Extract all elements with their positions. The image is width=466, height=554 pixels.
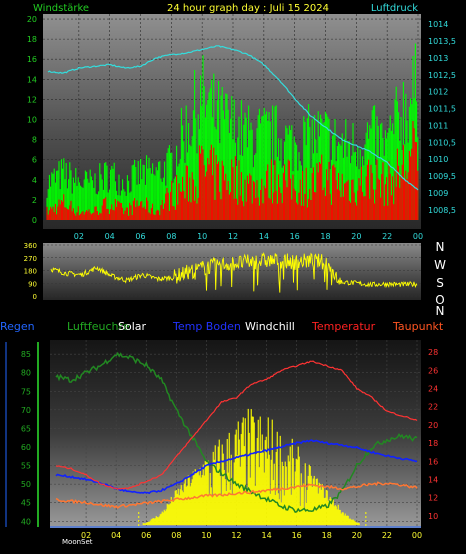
wind-tick-label: 4 bbox=[32, 176, 37, 185]
direction-tick-label: 0 bbox=[33, 293, 37, 301]
temperature-tick-label: 10 bbox=[428, 512, 438, 521]
humidity-line bbox=[55, 351, 418, 513]
direction-label-n-top: N bbox=[436, 240, 445, 254]
temperature-tick-label: 14 bbox=[428, 476, 438, 485]
pressure-tick-label: 1013 bbox=[428, 54, 448, 63]
direction-tick-label: 360 bbox=[24, 242, 37, 250]
temperature-tick-label: 24 bbox=[428, 385, 438, 394]
temperature-tick-label: 26 bbox=[428, 366, 438, 375]
humidity-tick-label: 80 bbox=[21, 369, 31, 378]
wind-tick-label: 8 bbox=[32, 136, 37, 145]
humidity-tick-label: 55 bbox=[21, 462, 31, 471]
legend-temp-boden: Temp Boden bbox=[172, 320, 241, 333]
pressure-tick-label: 1012,5 bbox=[428, 71, 456, 80]
wind-tick-label: 14 bbox=[27, 75, 37, 84]
wind-tick-label: 18 bbox=[27, 35, 37, 44]
climate-x-tick-label: 14 bbox=[261, 531, 271, 540]
climate-x-tick-label: 04 bbox=[111, 531, 121, 540]
climate-x-tick-label: 06 bbox=[141, 531, 151, 540]
wind-tick-label: 0 bbox=[32, 216, 37, 225]
wind-x-tick-label: 02 bbox=[74, 232, 84, 241]
humidity-tick-label: 45 bbox=[21, 499, 31, 508]
legend-solar: Solar bbox=[118, 320, 147, 333]
pressure-tick-label: 1008,5 bbox=[428, 206, 456, 215]
wind-axis-title: Windstärke bbox=[33, 3, 89, 14]
climate-x-tick-label: 02 bbox=[81, 531, 91, 540]
wind-tick-label: 20 bbox=[27, 15, 37, 24]
pressure-line bbox=[47, 45, 419, 191]
humidity-tick-label: 85 bbox=[21, 350, 31, 359]
wind-x-tick-label: 08 bbox=[166, 232, 176, 241]
temperature-tick-label: 18 bbox=[428, 439, 438, 448]
direction-label-s: S bbox=[436, 276, 444, 290]
wind-x-tick-label: 12 bbox=[228, 232, 238, 241]
legend-regen: Regen bbox=[0, 320, 35, 333]
direction-label-w: W bbox=[434, 258, 446, 272]
wind-x-tick-label: 20 bbox=[351, 232, 361, 241]
pressure-tick-label: 1013,5 bbox=[428, 37, 456, 46]
direction-label-n-bottom: N bbox=[436, 304, 445, 318]
climate-x-tick-label: 08 bbox=[171, 531, 181, 540]
temperature-tick-label: 22 bbox=[428, 403, 438, 412]
wind-series bbox=[46, 43, 419, 220]
climate-x-tick-label: 22 bbox=[382, 531, 392, 540]
climate-series bbox=[50, 351, 421, 528]
direction-tick-label: 90 bbox=[28, 280, 37, 288]
temperature-line bbox=[55, 360, 418, 490]
humidity-tick-label: 60 bbox=[21, 443, 31, 452]
humidity-tick-label: 65 bbox=[21, 424, 31, 433]
climate-x-tick-label: 16 bbox=[292, 531, 302, 540]
humidity-tick-label: 40 bbox=[21, 517, 31, 526]
axis-tick-labels: 024681012141618201008,510091009,51010101… bbox=[21, 15, 456, 540]
pressure-tick-label: 1010 bbox=[428, 155, 448, 164]
pressure-tick-label: 1010,5 bbox=[428, 138, 456, 147]
wind-x-tick-label: 06 bbox=[135, 232, 145, 241]
temperature-tick-label: 16 bbox=[428, 457, 438, 466]
wind-x-tick-label: 14 bbox=[259, 232, 269, 241]
climate-x-tick-label: 10 bbox=[201, 531, 211, 540]
chart-title: 24 hour graph day : Juli 15 2024 bbox=[167, 3, 329, 14]
pressure-axis-title: Luftdruck bbox=[371, 3, 418, 14]
wind-x-tick-label: 22 bbox=[382, 232, 392, 241]
humidity-tick-label: 70 bbox=[21, 406, 31, 415]
legend-taupunkt: Taupunkt bbox=[392, 320, 444, 333]
moonset-label: MoonSet bbox=[62, 538, 93, 546]
direction-line bbox=[50, 251, 418, 293]
temperature-tick-label: 12 bbox=[428, 494, 438, 503]
wind-tick-label: 6 bbox=[32, 156, 37, 165]
humidity-tick-label: 75 bbox=[21, 387, 31, 396]
direction-tick-label: 180 bbox=[24, 268, 37, 276]
pressure-tick-label: 1009,5 bbox=[428, 172, 456, 181]
humidity-tick-label: 50 bbox=[21, 480, 31, 489]
wind-tick-label: 16 bbox=[27, 55, 37, 64]
pressure-tick-label: 1011,5 bbox=[428, 105, 456, 114]
direction-tick-label: 270 bbox=[24, 255, 37, 263]
climate-x-tick-label: 12 bbox=[231, 531, 241, 540]
climate-x-tick-label: 20 bbox=[352, 531, 362, 540]
legend-luftfeuchte: Luftfeuchte bbox=[67, 320, 130, 333]
direction-label-o: O bbox=[435, 293, 444, 307]
climate-x-tick-label: 00 bbox=[412, 531, 422, 540]
temperature-tick-label: 28 bbox=[428, 348, 438, 357]
wind-tick-label: 2 bbox=[32, 196, 37, 205]
legend-temperatur: Temperatur bbox=[311, 320, 376, 333]
wind-x-tick-label: 18 bbox=[320, 232, 330, 241]
legend-windchill: Windchill bbox=[245, 320, 295, 333]
wind-x-tick-label: 04 bbox=[105, 232, 115, 241]
wind-x-tick-label: 16 bbox=[290, 232, 300, 241]
pressure-tick-label: 1014 bbox=[428, 20, 448, 29]
pressure-tick-label: 1011 bbox=[428, 121, 448, 130]
wind-tick-label: 12 bbox=[27, 95, 37, 104]
wind-x-tick-label: 10 bbox=[197, 232, 207, 241]
pressure-tick-label: 1012 bbox=[428, 88, 448, 97]
direction-series bbox=[50, 251, 418, 293]
climate-x-tick-label: 18 bbox=[322, 531, 332, 540]
dewpoint-line bbox=[55, 481, 418, 509]
wind-x-tick-label: 00 bbox=[413, 232, 423, 241]
temperature-tick-label: 20 bbox=[428, 421, 438, 430]
wind-tick-label: 10 bbox=[27, 116, 37, 125]
pressure-tick-label: 1009 bbox=[428, 189, 448, 198]
